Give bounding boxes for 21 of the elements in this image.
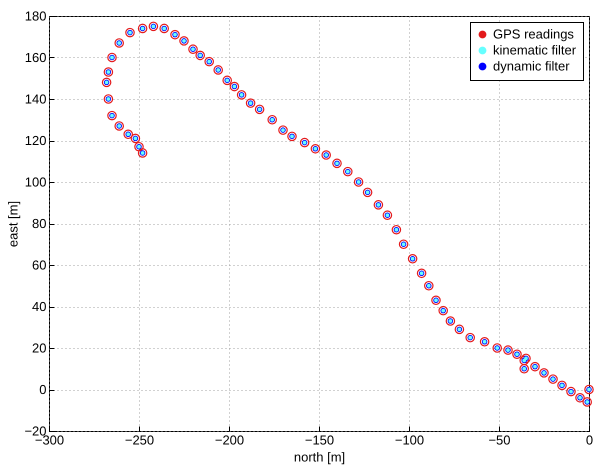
legend-label: dynamic filter [493,58,570,74]
y-tick-label: 120 [24,133,46,148]
y-tick-label: 0 [39,382,46,397]
y-tick-label: 140 [24,92,46,106]
y-tick-label: 100 [24,174,46,190]
x-tick-label: 0 [586,432,594,448]
x-tick-label: −50 [488,432,511,448]
y-tick-label: 160 [24,50,46,65]
y-tick-label: 60 [32,258,46,272]
x-tick-label: −150 [304,432,334,448]
y-tick-label: 40 [32,299,46,314]
legend-label: kinematic filter [493,42,577,58]
legend-label: GPS readings [493,26,574,42]
y-tick-label: 20 [32,340,46,356]
x-tick-label: −250 [124,432,154,448]
y-axis-title: east [m] [5,200,20,248]
x-tick-label: −200 [214,432,244,448]
x-axis-title: north [m] [294,450,346,464]
x-tick-label: −100 [394,432,424,448]
y-tick-label: 180 [24,8,46,24]
y-tick-label: 80 [32,216,46,231]
